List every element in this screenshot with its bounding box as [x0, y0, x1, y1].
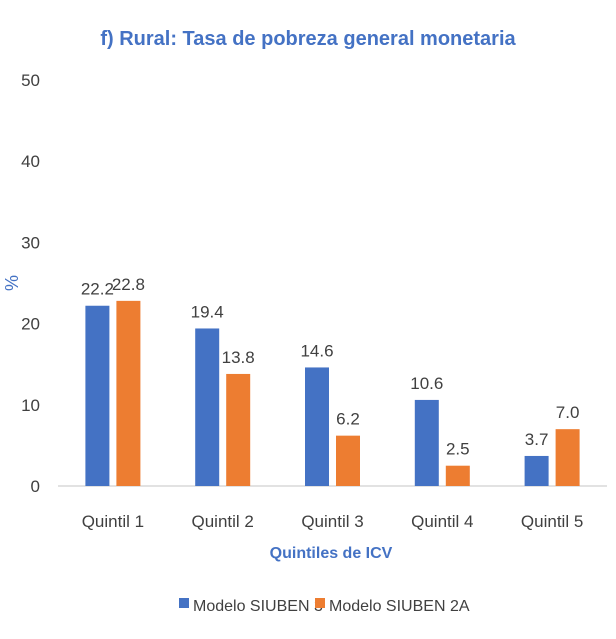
x-tick-label: Quintil 5: [521, 512, 583, 531]
data-label: 2.5: [446, 440, 470, 459]
data-label: 7.0: [556, 403, 580, 422]
y-tick-label: 0: [31, 477, 40, 496]
bar-labels: 22.222.8 19.4 13.8 14.6 6.2 10.6 2.5 3.7 7.0: [81, 275, 580, 459]
data-label: 13.8: [222, 348, 255, 367]
legend-swatch-siuben3: [179, 598, 189, 608]
legend: Modelo SIUBEN 3 Modelo SIUBEN 2A: [179, 598, 470, 615]
data-label: 22.8: [112, 275, 145, 294]
bars: [85, 300, 580, 486]
bar-siuben3-q2: [195, 328, 220, 486]
bar-siuben3-q1: [85, 305, 110, 486]
legend-label-siuben3: Modelo SIUBEN 3: [193, 598, 323, 615]
legend-label-siuben2a: Modelo SIUBEN 2A: [329, 598, 470, 615]
bar-siuben2a-q5: [555, 429, 580, 486]
data-label: 6.2: [336, 410, 360, 429]
x-tick-label: Quintil 3: [301, 512, 363, 531]
y-axis-title: %: [2, 275, 22, 291]
data-label: 10.6: [410, 374, 443, 393]
data-label: 14.6: [300, 341, 333, 360]
y-tick-label: 30: [21, 233, 40, 252]
bar-siuben2a-q2: [226, 373, 251, 486]
x-axis-ticks: Quintil 1 Quintil 2 Quintil 3 Quintil 4 Quin…: [82, 512, 584, 531]
y-tick-label: 10: [21, 396, 40, 415]
x-axis-title: Quintiles de ICV: [270, 545, 393, 562]
legend-swatch-siuben2a: [315, 598, 325, 608]
bar-siuben3-q3: [305, 367, 329, 486]
bar-siuben2a-q1: [116, 300, 141, 486]
y-tick-label: 20: [21, 315, 40, 334]
bar-siuben2a-q4: [445, 465, 470, 486]
bar-siuben3-q5: [524, 455, 549, 486]
data-label: 22.2: [81, 280, 114, 299]
chart-title: f) Rural: Tasa de pobreza general moneta…: [100, 28, 516, 50]
y-tick-label: 50: [21, 71, 40, 90]
bar-siuben3-q4: [414, 399, 439, 486]
x-tick-label: Quintil 2: [192, 512, 254, 531]
y-tick-label: 40: [21, 152, 40, 171]
data-label: 19.4: [191, 302, 224, 321]
x-tick-label: Quintil 4: [411, 512, 473, 531]
x-tick-label: Quintil 1: [82, 512, 144, 531]
y-axis-ticks: 0 10 20 30 40 50: [21, 71, 40, 496]
bar-siuben2a-q3: [336, 435, 360, 486]
data-label: 3.7: [525, 430, 549, 449]
